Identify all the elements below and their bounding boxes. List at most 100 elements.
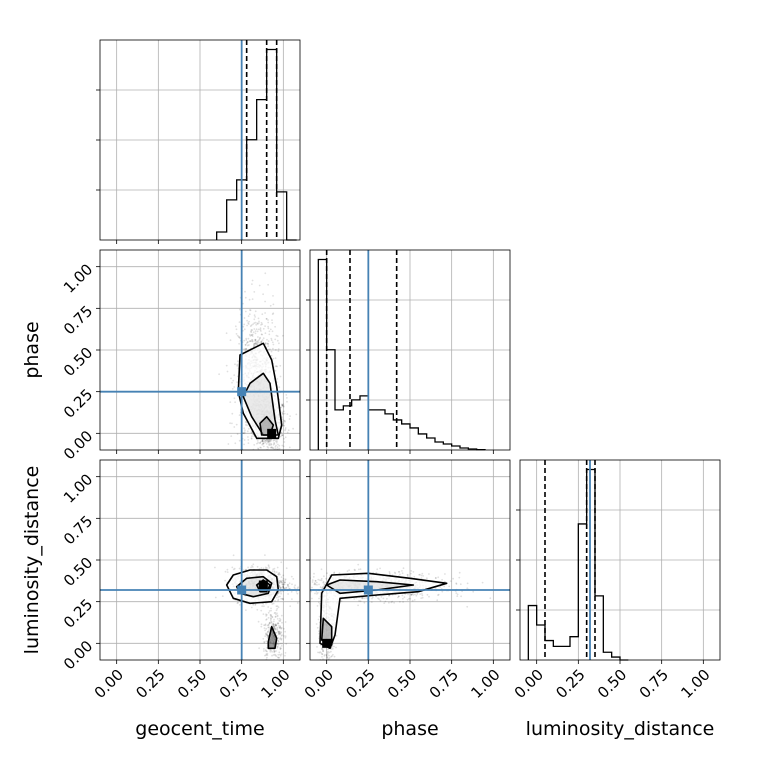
sample-point <box>247 315 250 317</box>
sample-point <box>262 445 265 448</box>
sample-point <box>231 381 233 384</box>
sample-point <box>224 579 227 582</box>
sample-point <box>259 328 262 331</box>
sample-point <box>277 598 280 601</box>
sample-point <box>251 432 253 434</box>
sample-point <box>280 631 283 634</box>
sample-point <box>266 634 269 637</box>
sample-point <box>270 339 273 342</box>
sample-point <box>242 432 245 434</box>
sample-point <box>250 334 253 336</box>
sample-point <box>271 313 274 316</box>
sample-point <box>274 447 277 450</box>
sample-point <box>296 587 299 590</box>
sample-point <box>257 328 260 331</box>
sample-point <box>264 554 266 556</box>
xtick-label-phase-2: 0.50 <box>384 666 420 702</box>
sample-point <box>276 645 278 648</box>
sample-point <box>253 343 256 345</box>
sample-point <box>388 594 390 597</box>
sample-point <box>273 627 276 630</box>
sample-point <box>266 631 269 634</box>
sample-point <box>325 654 328 657</box>
sample-point <box>246 341 249 344</box>
sample-point <box>280 406 282 409</box>
sample-point <box>294 584 296 587</box>
sample-point <box>266 440 269 443</box>
sample-point <box>247 436 249 438</box>
sample-point <box>379 599 382 602</box>
sample-point <box>282 587 285 589</box>
sample-point <box>420 577 423 579</box>
sample-point <box>273 570 276 572</box>
xtick-label-geocent_time-1: 0.25 <box>132 666 168 702</box>
sample-point <box>280 627 282 630</box>
sample-point <box>282 586 285 589</box>
sample-point <box>398 571 401 573</box>
ytick-label-phase-3: 0.75 <box>60 302 96 338</box>
sample-point <box>318 630 320 633</box>
sample-point <box>268 629 270 631</box>
sample-point <box>410 594 413 596</box>
sample-point <box>262 442 265 445</box>
sample-point <box>284 654 286 657</box>
sample-point <box>353 568 356 571</box>
sample-point <box>268 442 271 445</box>
sample-point <box>257 464 259 466</box>
sample-point <box>278 633 280 636</box>
sample-point <box>271 319 273 321</box>
sample-point <box>274 349 277 351</box>
sample-point <box>272 623 275 626</box>
sample-point <box>280 431 283 434</box>
sample-point <box>249 340 252 342</box>
sample-point <box>274 599 277 602</box>
sample-point <box>282 586 285 588</box>
sample-point <box>251 566 254 568</box>
sample-point <box>319 651 322 653</box>
sample-point <box>282 413 284 415</box>
sample-point <box>284 635 287 637</box>
sample-point <box>261 469 263 471</box>
sample-point <box>274 627 276 629</box>
sample-point <box>384 600 387 603</box>
sample-point <box>254 338 257 341</box>
sample-point <box>313 582 316 584</box>
sample-point <box>261 339 264 341</box>
sample-point <box>317 618 320 621</box>
sample-point <box>265 618 268 620</box>
sample-point <box>278 571 281 574</box>
sample-point <box>281 434 284 437</box>
sample-point <box>363 597 366 600</box>
sample-point <box>301 579 303 581</box>
sample-point <box>275 624 278 627</box>
sample-point <box>275 440 277 442</box>
sample-point <box>267 616 270 619</box>
peak-marker-0 <box>267 428 277 438</box>
sample-point <box>323 584 326 586</box>
sample-point <box>380 596 383 598</box>
sample-point <box>422 575 424 577</box>
sample-point <box>319 579 321 582</box>
sample-point <box>253 345 256 348</box>
sample-point <box>298 580 300 582</box>
sample-point <box>248 298 251 301</box>
sample-point <box>255 342 257 344</box>
sample-point <box>317 578 320 581</box>
sample-point <box>270 621 273 623</box>
sample-point <box>245 420 247 423</box>
ytick-label-phase-4: 1.00 <box>60 260 96 296</box>
sample-point <box>273 567 276 570</box>
sample-point <box>325 654 328 657</box>
sample-point <box>259 337 261 340</box>
sample-point <box>226 370 229 373</box>
sample-point <box>233 374 236 376</box>
sample-point <box>256 342 258 345</box>
sample-point <box>273 662 275 664</box>
sample-point <box>327 648 329 651</box>
sample-point <box>265 640 268 643</box>
sample-point <box>325 577 327 580</box>
sample-point <box>232 568 235 571</box>
sample-point <box>275 444 277 447</box>
sample-point <box>273 650 276 653</box>
sample-point <box>236 381 239 384</box>
